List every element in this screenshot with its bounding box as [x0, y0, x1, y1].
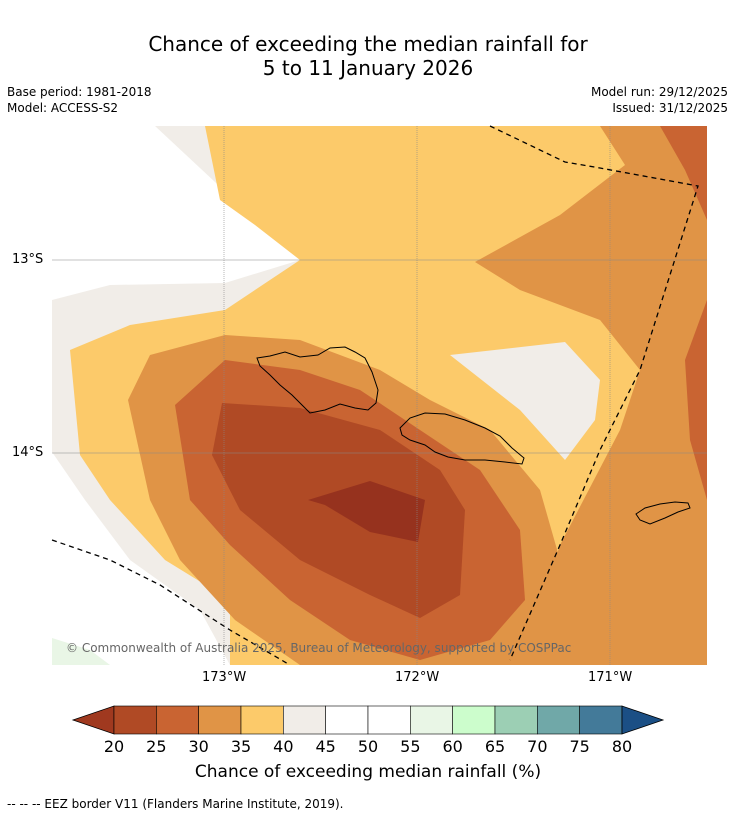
- contour-45-55-southwest: [52, 452, 230, 665]
- eez-legend-note: -- -- -- EEZ border V11 (Flanders Marine…: [7, 797, 344, 811]
- colorbar-segment: [452, 705, 496, 735]
- colorbar-tick-label: 20: [103, 737, 125, 756]
- island-outlines: [256, 346, 691, 525]
- colorbar-segment: [113, 705, 157, 735]
- colorbar-segment: [537, 705, 580, 735]
- model-run: Model run: 29/12/2025: [590, 85, 728, 99]
- island-savaii: [256, 346, 379, 414]
- island-upolu: [399, 412, 525, 465]
- colorbar-segment: [240, 705, 284, 735]
- colorbar-segment: [494, 705, 538, 735]
- eez-borders: [51, 125, 699, 666]
- model-name: Model: ACCESS-S2: [7, 101, 119, 115]
- colorbar-segment: [579, 705, 623, 735]
- colorbar-segment: [325, 705, 369, 735]
- colorbar-tick-label: 25: [146, 737, 167, 756]
- eez-border-north: [489, 125, 699, 661]
- contour-30-35-east: [475, 126, 707, 665]
- colorbar-segment: [367, 705, 411, 735]
- contour-45-55-northwest: [52, 126, 300, 300]
- probability-contours: [52, 126, 707, 665]
- colorbar-segment: [198, 705, 242, 735]
- colorbar-tick-label: 45: [315, 737, 336, 756]
- contour-25-30-east: [685, 300, 707, 500]
- contour-below-20: [308, 481, 425, 542]
- copyright-note: © Commonwealth of Australia 2025, Bureau…: [66, 641, 572, 655]
- chart-title-line2: 5 to 11 January 2026: [262, 56, 474, 80]
- colorbar-tick-label: 40: [273, 737, 294, 756]
- issued-date: Issued: 31/12/2025: [612, 101, 728, 115]
- colorbar-segment: [410, 705, 453, 735]
- eez-border-southwest: [51, 539, 291, 666]
- graticule: [52, 126, 707, 665]
- contour-40-45-east: [450, 342, 600, 460]
- colorbar-tick-label: 55: [400, 737, 421, 756]
- contour-25-30-northeast: [660, 126, 707, 220]
- colorbar-tick-label: 65: [484, 737, 506, 756]
- lat-tick-13s: 13°S: [12, 252, 44, 267]
- colorbar-segment: [283, 705, 326, 735]
- contour-55-60: [52, 638, 110, 665]
- colorbar-tick-label: 60: [442, 737, 463, 756]
- colorbar-segment: [156, 705, 199, 735]
- lon-tick-172w: 172°W: [395, 670, 440, 685]
- colorbar-arrow-below20: [71, 705, 115, 735]
- colorbar-arrow-above80: [621, 705, 665, 735]
- colorbar-tick-label: 30: [188, 737, 209, 756]
- colorbar-tick-label: 50: [357, 737, 379, 756]
- colorbar-tick-label: 70: [527, 737, 548, 756]
- lon-tick-173w: 173°W: [202, 670, 247, 685]
- chart-title-line1: Chance of exceeding the median rainfall …: [148, 32, 588, 56]
- lat-tick-14s: 14°S: [12, 445, 44, 460]
- island-tutuila: [635, 501, 691, 525]
- colorbar-tick-label: 75: [569, 737, 590, 756]
- colorbar-tick-label: 80: [611, 737, 633, 756]
- lon-tick-171w: 171°W: [588, 670, 633, 685]
- base-period: Base period: 1981-2018: [7, 85, 152, 99]
- colorbar-label: Chance of exceeding median rainfall (%): [194, 762, 542, 782]
- colorbar-tick-label: 35: [230, 737, 252, 756]
- colorbar: [71, 705, 665, 735]
